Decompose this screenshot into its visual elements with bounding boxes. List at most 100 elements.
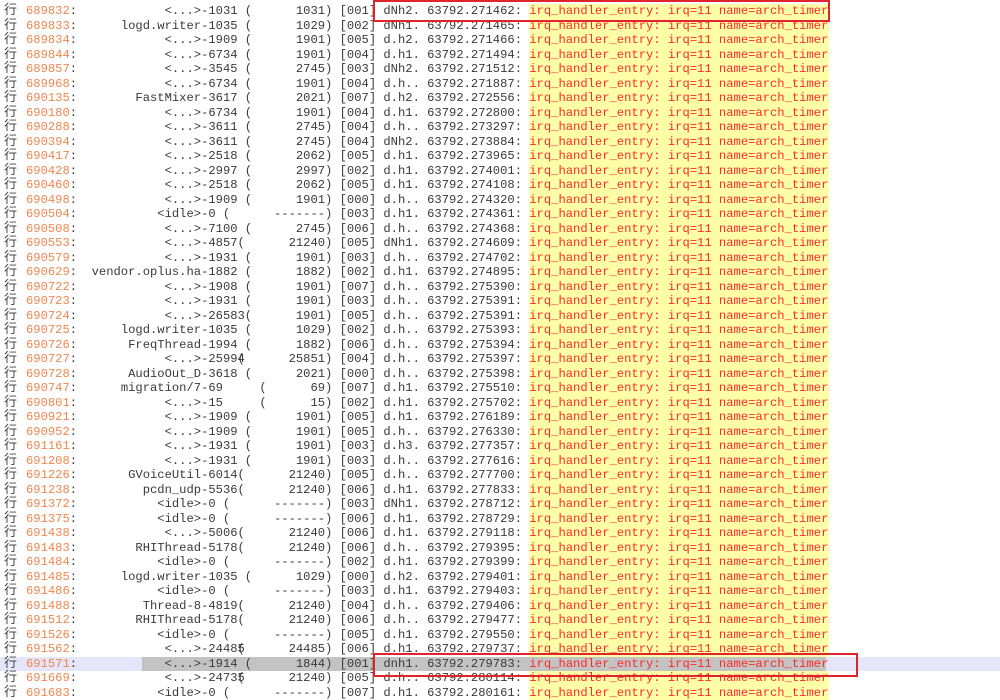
pid: 5178 [201, 541, 259, 556]
log-line[interactable]: 行 690135 FastMixer3617 2021 007 d.h2. 63792.27… [0, 91, 1000, 106]
log-line[interactable]: 行 690724 <...>26583 1901 005 d.h.. 63792.27539… [0, 308, 1000, 324]
log-line[interactable]: 行 691488 Thread-84819 21240 004 d.h.. 63792.27… [0, 598, 1000, 614]
task-name: logd.writer [120, 569, 202, 584]
log-line[interactable]: 行 689833 logd.writer1035 1029 002 dNh1. 63792.… [0, 18, 1000, 33]
log-line[interactable]: 行 691485 logd.writer1035 1029 000 d.h2. 63792.… [0, 569, 1000, 585]
log-line[interactable]: 行 691526 <idle>0 ------- 005 d.h1. 63792.27955… [0, 626, 1000, 643]
log-line[interactable]: 行 691372 <idle>0 ------- 003 dNh1. 63792.27871… [0, 497, 1000, 512]
line-marker-icon: 行 [4, 423, 18, 439]
log-line[interactable]: 行 690728 AudioOut_D3618 2021 000 d.h.. 63792.2… [0, 366, 1000, 382]
log-line[interactable]: 行 689857 <...>3545 2745 003 dNh2. 63792.271512… [0, 62, 1000, 77]
timestamp: 63792.274702 [427, 251, 522, 266]
log-line[interactable]: 行 691238 pcdn_udp5536 21240 006 d.h1. 63792.27… [0, 482, 1000, 498]
log-line[interactable]: 行 690921 <...>1909 1901 005 d.h1. 63792.276189… [0, 410, 1000, 425]
flags: d.h.. [383, 120, 420, 135]
line-number: 691571 [26, 657, 77, 672]
cpu: 003 [340, 439, 376, 454]
cpu: 007 [340, 91, 376, 106]
log-line[interactable]: 行 691226 GVoiceUtil6014 21240 005 d.h.. 63792.… [0, 468, 1000, 483]
event-text: irq_handler_entry: irq=11 name=arch_time… [529, 395, 830, 411]
log-line[interactable]: 行 690952 <...>1909 1901 005 d.h.. 63792.276330… [0, 423, 1000, 440]
line-marker-icon: 行 [4, 61, 18, 77]
line-number: 690394 [26, 135, 77, 150]
flags: d.h1. [383, 163, 420, 178]
timestamp: 63792.272556 [427, 91, 522, 106]
tgid: 1029 [274, 570, 325, 585]
task-name: pcdn_udp [142, 482, 202, 497]
log-line[interactable]: 行 691571 <...>1914 1844 001 dnh1. 63792.279783… [0, 656, 1000, 672]
timestamp: 63792.274609 [427, 236, 522, 251]
tgid: 1901 [274, 309, 325, 324]
task-name: <...> [164, 424, 202, 439]
log-line[interactable]: 行 690498 <...>1909 1901 000 d.h.. 63792.274320… [0, 192, 1000, 208]
log-line[interactable]: 行 691208 <...>1931 1901 003 d.h.. 63792.277616… [0, 452, 1000, 469]
line-marker-icon: 行 [4, 626, 18, 642]
cpu: 006 [340, 541, 376, 556]
tgid: 1901 [274, 193, 325, 208]
line-number: 690801 [26, 396, 77, 411]
flags: d.h1. [383, 395, 420, 410]
log-line[interactable]: 行 690553 <...>4857 21240 005 dNh1. 63792.27460… [0, 236, 1000, 251]
log-line[interactable]: 行 690722 <...>1908 1901 007 d.h.. 63792.275390… [0, 279, 1000, 295]
line-number: 690135 [26, 91, 77, 106]
log-line[interactable]: 行 690723 <...>1931 1901 003 d.h.. 63792.275391… [0, 294, 1000, 309]
cpu: 005 [340, 178, 376, 193]
tgid: 21240 [274, 236, 325, 251]
log-line[interactable]: 行 691438 <...>5006 21240 006 d.h1. 63792.27911… [0, 526, 1000, 541]
timestamp: 63792.279783 [427, 657, 522, 672]
task-name: <...> [164, 105, 202, 120]
log-line[interactable]: 行 690508 <...>7100 2745 006 d.h.. 63792.274368… [0, 221, 1000, 237]
cpu: 007 [340, 381, 376, 396]
flags: d.h1. [383, 178, 420, 193]
task-name: <idle> [157, 584, 202, 599]
log-line[interactable]: 行 691483 RHIThread5178 21240 006 d.h.. 63792.2… [0, 540, 1000, 556]
log-line[interactable]: 行690747migration/76969007d.h1.63792.2755… [0, 381, 1000, 396]
log-line[interactable]: 行 690394 <...>3611 2745 004 dNh2. 63792.273884… [0, 134, 1000, 150]
timestamp: 63792.279401 [427, 570, 522, 585]
log-line[interactable]: 行 691683 <idle>0 ------- 007 d.h1. 63792.28016… [0, 685, 1000, 700]
log-line[interactable]: 行 690725 logd.writer1035 1029 002 d.h.. 63792.… [0, 323, 1000, 338]
log-line[interactable]: 行 689844 <...>6734 1901 004 d.h1. 63792.271494… [0, 47, 1000, 63]
log-line[interactable]: 行 691486 <idle>0 ------- 003 d.h1. 63792.27940… [0, 584, 1000, 599]
log-line[interactable]: 行690428<...>29972997002d.h1.63792.274001… [0, 163, 1000, 179]
tgid: 2062 [274, 178, 325, 193]
pid: 15 [201, 396, 259, 411]
log-line[interactable]: 行 690180 <...>6734 1901 004 d.h1. 63792.272800… [0, 105, 1000, 121]
log-line[interactable]: 行 690726 FreqThread1994 1882 006 d.h.. 63792.2… [0, 336, 1000, 353]
timestamp: 63792.273884 [427, 135, 522, 150]
timestamp: 63792.277616 [427, 454, 522, 469]
log-line[interactable]: 行689832<...>10311031001dNh2.63792.271462… [0, 3, 1000, 19]
line-number: 690921 [26, 410, 77, 425]
log-line[interactable]: 行 691375 <idle>0 ------- 006 d.h1. 63792.27872… [0, 511, 1000, 527]
log-line[interactable]: 行 689834 <...>1909 1901 005 d.h2. 63792.271466… [0, 33, 1000, 48]
pid: 1908 [201, 280, 259, 295]
line-number: 690723 [26, 294, 77, 309]
task-name: logd.writer [120, 18, 202, 33]
log-line[interactable]: 行 691512 RHIThread5178 21240 006 d.h.. 63792.2… [0, 613, 1000, 628]
log-line[interactable]: 行 690288 <...>3611 2745 004 d.h.. 63792.273297… [0, 120, 1000, 135]
line-number: 691161 [26, 439, 77, 454]
log-line[interactable]: 行 691484 <idle>0 ------- 002 d.h1. 63792.27939… [0, 555, 1000, 570]
flags: d.h.. [383, 453, 420, 468]
line-marker-icon: 行 [4, 336, 18, 352]
flags: d.h1. [383, 584, 420, 599]
timestamp: 63792.271462 [427, 4, 522, 19]
timestamp: 63792.279550 [427, 628, 522, 643]
flags: d.h2. [383, 91, 420, 106]
log-line[interactable]: 行 690727 <...>25994 25851 004 d.h.. 63792.2753… [0, 352, 1000, 367]
log-line[interactable]: 行 690460 <...>2518 2062 005 d.h1. 63792.274108… [0, 178, 1000, 193]
pid: 3611 [201, 120, 259, 135]
log-line[interactable]: 行 690504 <idle>0 ------- 003 d.h1. 63792.27436… [0, 207, 1000, 222]
task-name: RHIThread [135, 613, 202, 628]
cpu: 003 [340, 584, 376, 599]
line-marker-icon: 行 [4, 452, 18, 468]
pid: 1931 [201, 439, 259, 454]
log-line[interactable]: 行 690417 <...>2518 2062 005 d.h1. 63792.273965… [0, 149, 1000, 164]
log-line[interactable]: 行690629vendor.oplus.ha18821882002d.h1.63… [0, 265, 1000, 280]
log-line[interactable]: 行 691161 <...>1931 1901 003 d.h3. 63792.277357… [0, 439, 1000, 454]
log-line[interactable]: 行690801<...>1515002d.h1.63792.275702irq_… [0, 395, 1000, 411]
cpu: 003 [340, 454, 376, 469]
log-line[interactable]: 行 689968 <...>6734 1901 004 d.h.. 63792.271887… [0, 76, 1000, 92]
log-line[interactable]: 行 690579 <...>1931 1901 003 d.h.. 63792.274702… [0, 250, 1000, 266]
